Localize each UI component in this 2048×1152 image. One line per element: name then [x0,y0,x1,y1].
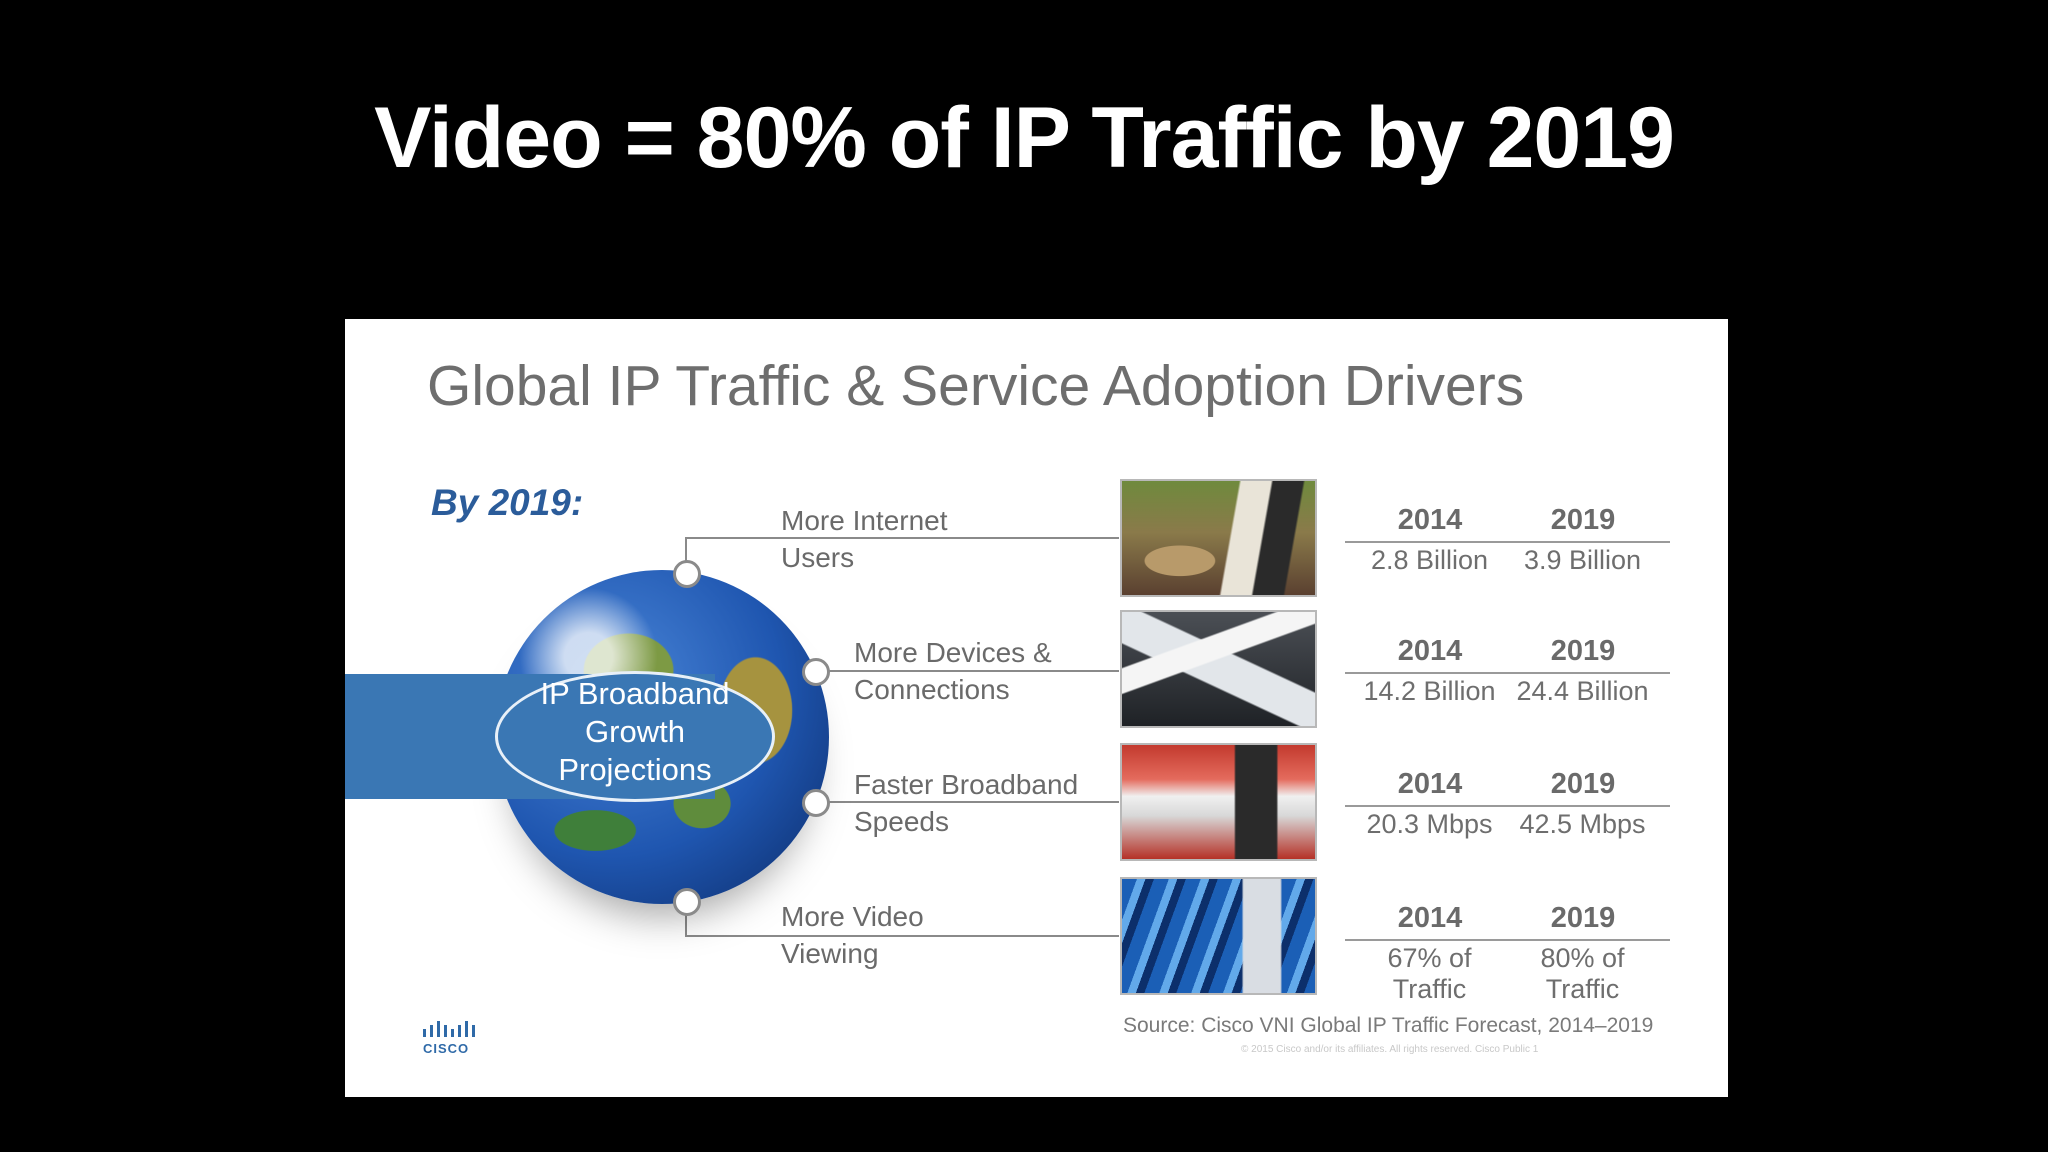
year-2014: 2014 [1397,635,1463,667]
value-line: 67% of [1387,943,1472,973]
value-2019: 42.5 Mbps [1519,809,1646,839]
copyright-fineprint: © 2015 Cisco and/or its affiliates. All … [1241,1044,1539,1055]
value-2019: 3.9 Billion [1523,545,1642,575]
driver-label-internet-users: More Internet Users [781,502,948,576]
cisco-logo: CISCO [421,1019,481,1063]
source-note: Source: Cisco VNI Global IP Traffic Fore… [1123,1014,1654,1037]
center-label-line: IP Broadband [540,676,730,711]
driver-label-line: More Internet [781,505,948,536]
driver-label-line: Users [781,542,855,573]
driver-label-devices: More Devices & Connections [854,634,1052,708]
infographic-panel: Global IP Traffic & Service Adoption Dri… [345,319,1728,1097]
driver-label-video-viewing: More Video Viewing [781,898,924,972]
cisco-bars-icon [423,1021,475,1037]
center-label-line: Growth [585,714,685,749]
year-2014: 2014 [1397,768,1463,800]
value-2014: 2.8 Billion [1370,545,1489,575]
year-2019: 2019 [1550,768,1616,800]
center-label-line: Projections [558,752,712,787]
people-with-devices-photo [1120,479,1317,597]
driver-label-line: Connections [854,674,1010,705]
driver-label-line: More Video [781,901,924,932]
value-2014: 67% of Traffic [1352,943,1507,1005]
value-line: Traffic [1392,974,1467,1004]
stat-year-row: 2014 2019 [1345,501,1670,543]
driver-label-line: More Devices & [854,637,1052,668]
driver-label-line: Speeds [854,806,949,837]
stat-year-row: 2014 2019 [1345,765,1670,807]
video-streaming-phone-photo [1120,877,1317,995]
year-2014: 2014 [1397,504,1463,536]
value-line: 80% of [1540,943,1625,973]
connector-node-speeds [802,789,830,817]
by-2019-label: By 2019: [431,482,584,523]
tablets-and-phones-photo [1120,610,1317,728]
center-oval [495,671,775,802]
year-2019: 2019 [1550,635,1616,667]
driver-label-line: Faster Broadband [854,769,1079,800]
center-label: IP Broadband Growth Projections [500,675,770,789]
year-2019: 2019 [1550,504,1616,536]
year-2019: 2019 [1550,902,1616,934]
year-2014: 2014 [1397,902,1463,934]
slide-title: Video = 80% of IP Traffic by 2019 [374,90,1675,186]
cisco-wordmark: CISCO [423,1041,470,1056]
driver-label-broadband-speeds: Faster Broadband Speeds [854,766,1078,840]
panel-heading: Global IP Traffic & Service Adoption Dri… [427,354,1525,418]
value-2014: 14.2 Billion [1363,676,1496,706]
man-on-phone-by-train-photo [1120,743,1317,861]
stat-year-row: 2014 2019 [1345,632,1670,674]
connector-node-devices [802,658,830,686]
value-2014: 20.3 Mbps [1366,809,1493,839]
value-2019: 80% of Traffic [1505,943,1660,1005]
value-line: Traffic [1545,974,1620,1004]
driver-label-line: Viewing [781,938,879,969]
connector-node-users [673,560,701,588]
value-2019: 24.4 Billion [1516,676,1649,706]
stat-year-row: 2014 2019 [1345,899,1670,941]
connector-node-video [673,888,701,916]
